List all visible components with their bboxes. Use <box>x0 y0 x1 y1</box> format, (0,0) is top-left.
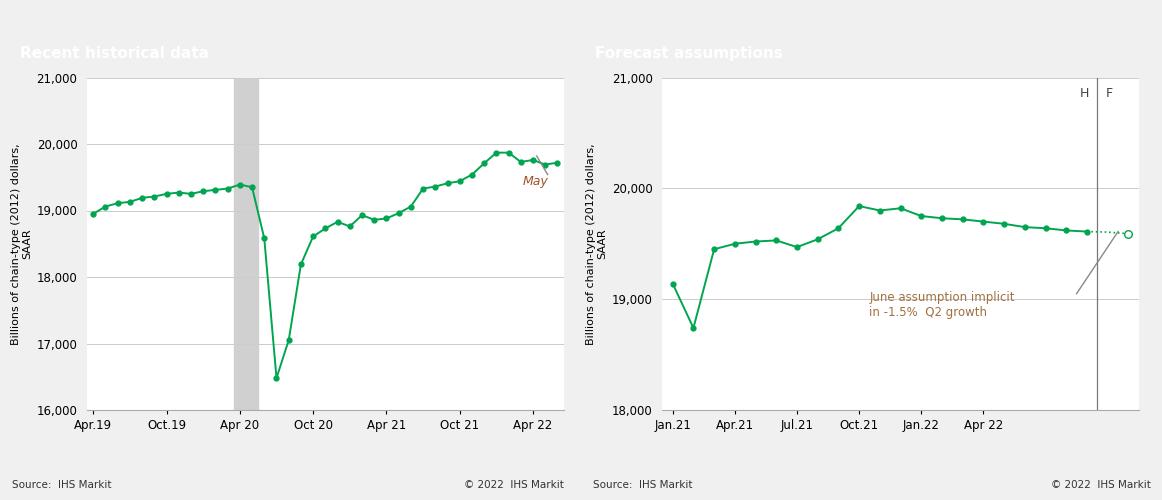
Text: H: H <box>1081 88 1090 101</box>
Text: Forecast assumptions: Forecast assumptions <box>595 46 783 61</box>
Y-axis label: Billions of chain-type (2012) dollars,
SAAR: Billions of chain-type (2012) dollars, S… <box>586 143 608 344</box>
Text: Recent historical data: Recent historical data <box>20 46 209 61</box>
Text: Source:  IHS Markit: Source: IHS Markit <box>593 480 693 490</box>
Text: June assumption implicit
in -1.5%  Q2 growth: June assumption implicit in -1.5% Q2 gro… <box>869 291 1014 319</box>
Text: © 2022  IHS Markit: © 2022 IHS Markit <box>1050 480 1150 490</box>
Text: Source:  IHS Markit: Source: IHS Markit <box>12 480 112 490</box>
Text: F: F <box>1106 88 1113 101</box>
Bar <box>234 78 258 410</box>
Text: May: May <box>523 175 548 188</box>
Text: © 2022  IHS Markit: © 2022 IHS Markit <box>464 480 564 490</box>
Y-axis label: Billions of chain-type (2012) dollars,
SAAR: Billions of chain-type (2012) dollars, S… <box>10 143 33 344</box>
